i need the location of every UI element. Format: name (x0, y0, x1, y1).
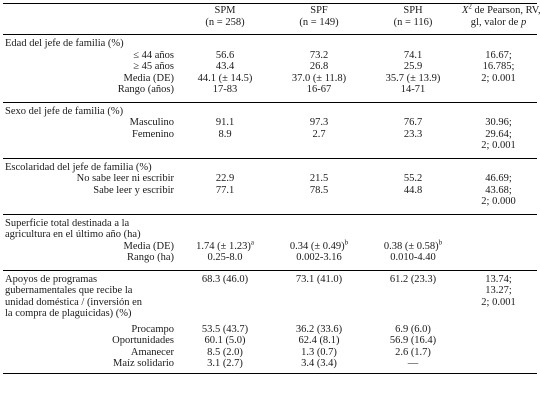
table-row: Apoyos de programas gubernamentales que … (3, 270, 537, 320)
header-sph: SPH (n = 116) (393, 5, 433, 28)
header-spf: SPF (n = 149) (299, 5, 339, 28)
table-row: Masculino 91.1 97.3 76.7 30.96; (129, 117, 512, 128)
table-row: Femenino 8.9 2.7 23.3 29.64; (132, 128, 512, 140)
data-table: SPM (n = 258) SPF (n = 149) SPH (n = 116… (3, 2, 540, 374)
section-title-escolaridad: Escolaridad del jefe de familia (%) (5, 161, 152, 173)
table-row: Sabe leer y escribir 77.1 78.5 44.8 43.6… (93, 184, 512, 196)
table-row: Media (DE) 44.1 (± 14.5) 37.0 (± 11.8) 3… (123, 72, 516, 84)
section-title-edad: Edad del jefe de familia (%) (5, 38, 124, 49)
table-row: Maíz solidario 3.1 (2.7) 3.4 (3.4) — (3, 358, 537, 373)
table-header: SPM (n = 258) SPF (n = 149) SPH (n = 116… (3, 2, 540, 35)
table-row: No sabe leer ni escribir 22.9 21.5 55.2 … (76, 173, 512, 184)
section-title-apoyos: Apoyos de programas gubernamentales que … (5, 273, 143, 320)
table-row: Procampo 53.5 (43.7) 36.2 (33.6) 6.9 (6.… (131, 323, 431, 335)
table-row: Rango (ha) 0.25-8.0 0.002-3.16 0.010-4.4… (127, 252, 436, 263)
table-row: Amanecer 8.5 (2.0) 1.3 (0.7) 2.6 (1.7) (130, 346, 431, 358)
section-title-sexo: Sexo del jefe de familia (%) (5, 105, 124, 117)
table-row: Oportunidades 60.1 (5.0) 62.4 (8.1) 56.9… (112, 335, 437, 346)
table-row: ≤ 44 años 56.6 73.2 74.1 16.67; (133, 49, 512, 61)
table-row: Media (DE) 1.74 (± 1.23)a 0.34 (± 0.49)b… (123, 238, 443, 252)
table-row: Rango (años) 17-83 16-67 14-71 (117, 84, 426, 95)
table-row: ≥ 45 años 43.4 26.8 25.9 16.785; (133, 61, 515, 72)
table-row: 2; 0.001 (481, 140, 516, 151)
header-empty (3, 4, 178, 35)
header-chi: X2 de Pearson, RV, gl, valor de p (462, 2, 540, 28)
header-spm: SPM (n = 258) (205, 5, 245, 28)
table-row: 2; 0.000 (481, 196, 516, 207)
section-title-superficie: Superficie total destinada a la agricult… (5, 217, 141, 241)
